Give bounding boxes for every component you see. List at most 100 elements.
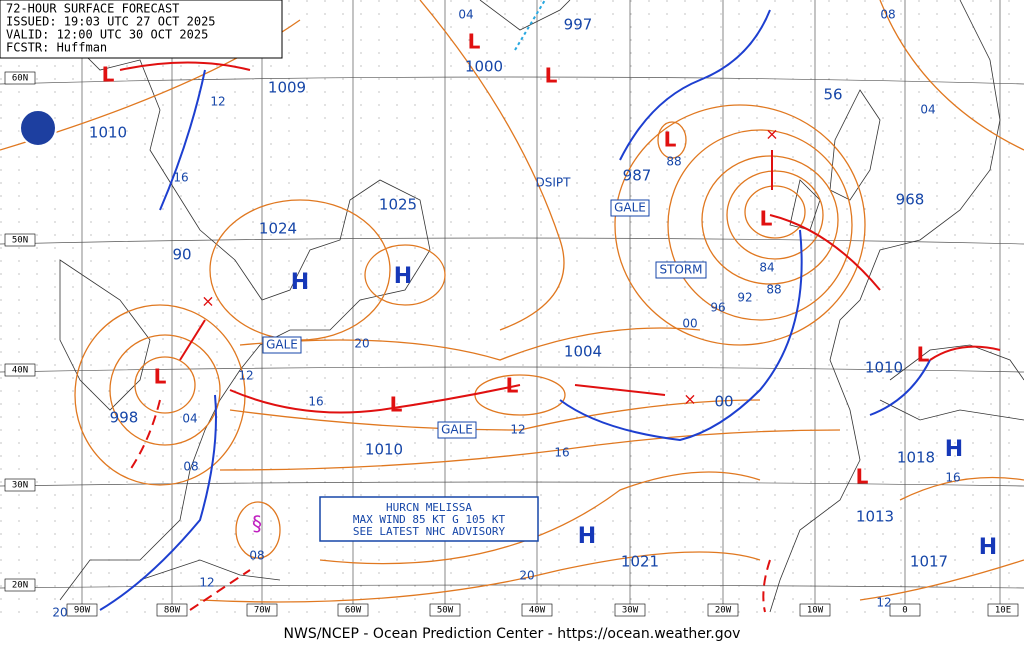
lat-label: 50N xyxy=(12,236,28,246)
header-title: 72-HOUR SURFACE FORECAST xyxy=(6,2,179,16)
lon-label: 60W xyxy=(345,606,362,616)
isobar-label: 96 xyxy=(710,301,725,315)
pressure-label: 998 xyxy=(110,409,139,427)
low-symbol: L xyxy=(154,365,167,389)
isobar-label: 08 xyxy=(249,549,264,563)
pressure-label: 997 xyxy=(564,16,593,34)
isobar-label: 12 xyxy=(510,423,525,437)
low-symbol: L xyxy=(102,63,115,87)
header-valid: VALID: 12:00 UTC 30 OCT 2025 xyxy=(6,28,208,42)
isobar-label: 16 xyxy=(554,446,569,460)
isobar-label: 92 xyxy=(737,291,752,305)
isobar-label: 16 xyxy=(173,171,188,185)
pressure-label: 987 xyxy=(623,167,652,185)
lat-label: 20N xyxy=(12,581,28,591)
header-forecaster: FCSTR: Huffman xyxy=(6,41,107,55)
footer-background xyxy=(0,620,1024,652)
high-centers: H H H H H xyxy=(291,264,997,560)
low-symbol: L xyxy=(390,393,403,417)
isobar-label: 84 xyxy=(759,261,774,275)
low-symbol: L xyxy=(760,207,773,231)
isobar-label: 12 xyxy=(876,596,891,610)
lon-label: 0 xyxy=(902,606,907,616)
low-symbol: L xyxy=(664,128,677,152)
header-issued: ISSUED: 19:03 UTC 27 OCT 2025 xyxy=(6,15,216,29)
svg-text:×: × xyxy=(201,292,214,311)
lat-label: 40N xyxy=(12,366,28,376)
longitude-labels: 90W 80W 70W 60W 50W 40W 30W 20W 10W 0 10… xyxy=(66,603,1019,617)
isobar-label: 08 xyxy=(183,460,198,474)
isobar-label: 12 xyxy=(210,95,225,109)
pressure-label: 1021 xyxy=(621,553,659,571)
isobar-label: 12 xyxy=(199,576,214,590)
high-symbol: H xyxy=(578,524,596,549)
pressure-label: 1024 xyxy=(259,220,297,238)
warning-label: STORM xyxy=(659,263,702,277)
lat-label: 30N xyxy=(12,481,28,491)
low-centers: L L L L L L L L L L xyxy=(102,30,930,489)
isobars xyxy=(0,0,1024,603)
pressure-label: 1010 xyxy=(365,441,403,459)
lon-label: 10E xyxy=(995,606,1011,616)
lon-label: 80W xyxy=(164,606,181,616)
warnings: GALE STORM GALE GALE xyxy=(262,199,707,439)
pressure-label: 968 xyxy=(896,191,925,209)
svg-text:×: × xyxy=(765,125,778,144)
low-symbol: L xyxy=(468,30,481,54)
dissipating-label: DSIPT xyxy=(536,176,572,190)
lon-label: 70W xyxy=(254,606,271,616)
isobar-label: 12 xyxy=(238,369,253,383)
isobar-label: 16 xyxy=(308,395,323,409)
latitude-labels: 60N 50N 40N 30N 20N xyxy=(4,71,36,592)
pressure-label: 1004 xyxy=(564,343,602,361)
warning-label: GALE xyxy=(441,423,473,437)
isobar-label: 04 xyxy=(182,412,197,426)
high-symbol: H xyxy=(945,437,963,462)
pressure-label: 1010 xyxy=(865,359,903,377)
lat-label: 60N xyxy=(12,74,28,84)
high-symbol: H xyxy=(394,264,412,289)
low-symbol: L xyxy=(856,465,869,489)
grid xyxy=(0,0,1024,612)
isobar-label: 88 xyxy=(766,283,781,297)
isobar-label: 20 xyxy=(52,606,67,620)
high-symbol: H xyxy=(291,270,309,295)
pressure-label: 1018 xyxy=(897,449,935,467)
isobar-label: 20 xyxy=(519,569,534,583)
lon-label: 20W xyxy=(715,606,732,616)
warning-label: GALE xyxy=(266,338,298,352)
low-symbol: L xyxy=(545,64,558,88)
isobar-label: 04 xyxy=(920,103,935,117)
pressure-label: 56 xyxy=(823,86,842,104)
advisory-line: HURCN MELISSA xyxy=(386,501,472,514)
footer: NWS/NCEP - Ocean Prediction Center - htt… xyxy=(284,626,741,642)
advisory-box xyxy=(319,496,539,542)
noaa-logo xyxy=(19,109,57,147)
pressure-label: 90 xyxy=(172,246,191,264)
lon-label: 10W xyxy=(807,606,824,616)
isobar-label: 88 xyxy=(666,155,681,169)
x-markers: × × × xyxy=(201,125,778,409)
pressure-label: 1010 xyxy=(89,124,127,142)
isobar-label: 04 xyxy=(458,8,473,22)
lon-label: 90W xyxy=(74,606,91,616)
pressure-label: 00 xyxy=(714,393,733,411)
coastlines xyxy=(0,0,1024,613)
pressure-centers: 1009 1010 1000 997 987 56 968 1025 1024 … xyxy=(89,16,948,571)
pressure-label: 1025 xyxy=(379,196,417,214)
isobar-labels: 04 12 16 88 84 88 92 96 00 20 12 16 04 0… xyxy=(52,8,960,620)
svg-text:×: × xyxy=(683,390,696,409)
advisory-line: MAX WIND 85 KT G 105 KT xyxy=(353,513,506,526)
isobar-label: 00 xyxy=(682,317,697,331)
pressure-label: 1009 xyxy=(268,79,306,97)
isobar-label: 08 xyxy=(880,8,895,22)
warning-label: GALE xyxy=(614,201,646,215)
isobar-label: 16 xyxy=(945,471,960,485)
pressure-label: 1000 xyxy=(465,58,503,76)
lon-label: 40W xyxy=(529,606,546,616)
high-symbol: H xyxy=(979,535,997,560)
pressure-label: 1013 xyxy=(856,508,894,526)
header-box xyxy=(0,0,283,59)
